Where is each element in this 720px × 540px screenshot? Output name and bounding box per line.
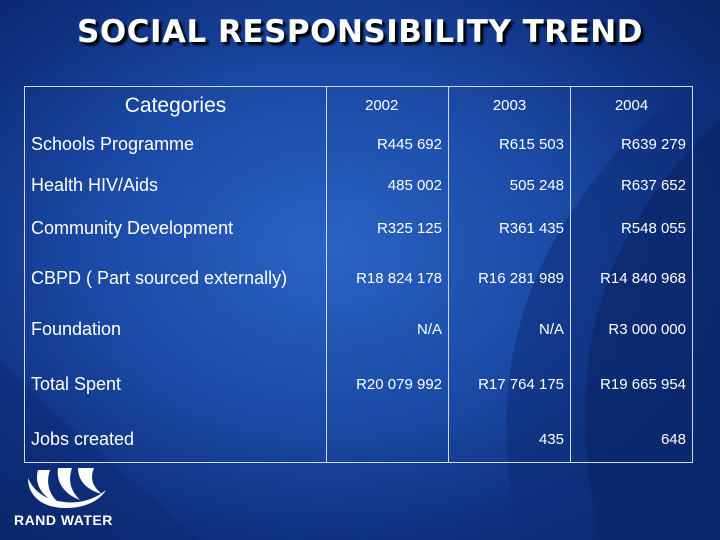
row-category: Community Development <box>24 206 327 251</box>
row-category: Foundation <box>24 306 327 353</box>
table-row: Community Development R325 125 R361 435 … <box>24 206 693 251</box>
trend-table: Categories 2002 2003 2004 Schools Progra… <box>24 86 693 463</box>
row-value-2002: 485 002 <box>326 164 449 207</box>
row-value-2003: 505 248 <box>448 164 571 207</box>
row-value-2003: R17 764 175 <box>448 352 571 417</box>
row-value-2003: 435 <box>448 416 571 463</box>
table-row: Schools Programme R445 692 R615 503 R639… <box>24 124 693 165</box>
logo-text: RAND WATER <box>14 512 113 528</box>
year-header-2002: 2002 <box>326 86 449 125</box>
row-value-2004: R19 665 954 <box>570 352 693 417</box>
row-value-2002: R18 824 178 <box>326 250 449 307</box>
row-value-2003: R16 281 989 <box>448 250 571 307</box>
row-value-2004: R637 652 <box>570 164 693 207</box>
year-header-2003: 2003 <box>448 86 571 125</box>
categories-header: Categories <box>24 86 327 125</box>
year-header-2004: 2004 <box>570 86 693 125</box>
row-value-2004: R639 279 <box>570 124 693 165</box>
row-value-2004: R14 840 968 <box>570 250 693 307</box>
row-category: Schools Programme <box>24 124 327 165</box>
row-value-2003: R361 435 <box>448 206 571 251</box>
table-header-row: Categories 2002 2003 2004 <box>24 86 693 125</box>
table-row: CBPD ( Part sourced externally) R18 824 … <box>24 250 693 307</box>
row-category: CBPD ( Part sourced externally) <box>24 250 327 307</box>
row-value-2002: R20 079 992 <box>326 352 449 417</box>
row-value-2002 <box>326 416 449 463</box>
row-category: Health HIV/Aids <box>24 164 327 207</box>
row-category: Total Spent <box>24 352 327 417</box>
row-category: Jobs created <box>24 416 327 463</box>
rand-water-logo <box>28 468 106 508</box>
table-row: Foundation N/A N/A R3 000 000 <box>24 306 693 353</box>
table-row: Health HIV/Aids 485 002 505 248 R637 652 <box>24 164 693 207</box>
table-row: Total Spent R20 079 992 R17 764 175 R19 … <box>24 352 693 417</box>
slide-title: SOCIAL RESPONSIBILITY TREND <box>77 14 643 50</box>
row-value-2002: R445 692 <box>326 124 449 165</box>
row-value-2004: R3 000 000 <box>570 306 693 353</box>
row-value-2002: R325 125 <box>326 206 449 251</box>
row-value-2003: R615 503 <box>448 124 571 165</box>
row-value-2004: R548 055 <box>570 206 693 251</box>
row-value-2002: N/A <box>326 306 449 353</box>
row-value-2003: N/A <box>448 306 571 353</box>
table-row: Jobs created 435 648 <box>24 416 693 463</box>
row-value-2004: 648 <box>570 416 693 463</box>
